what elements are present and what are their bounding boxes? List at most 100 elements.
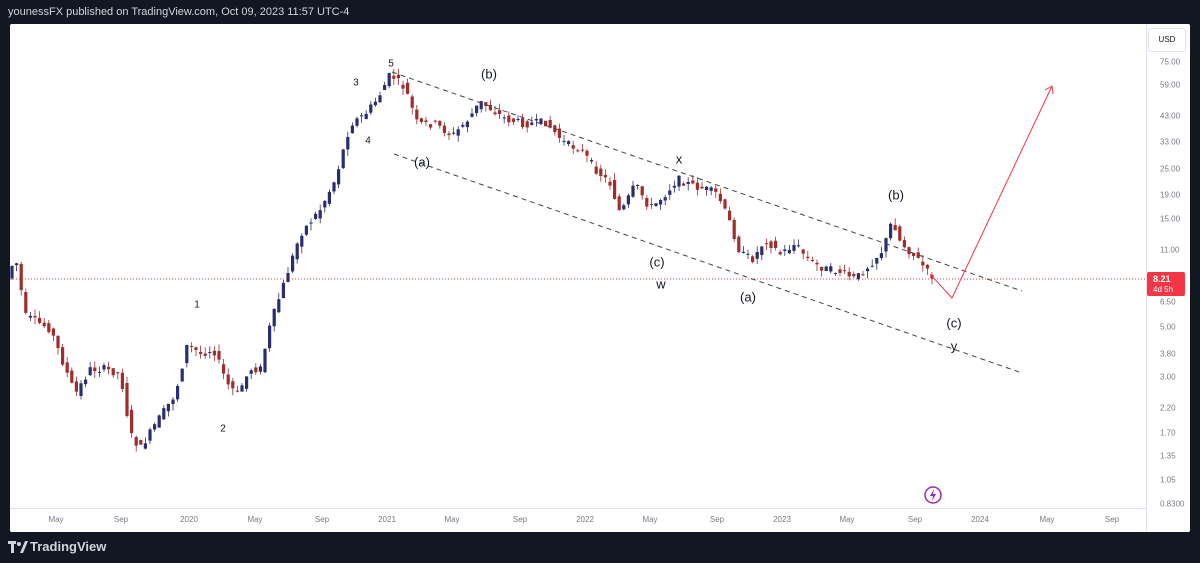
candle-body (686, 181, 690, 184)
x-tick: 2021 (378, 515, 396, 524)
bar-countdown: 4d 5h (1153, 285, 1174, 294)
wave-label-3: 3 (353, 77, 359, 89)
candle-body (392, 75, 396, 79)
x-tick: May (444, 515, 460, 524)
candle-body (42, 322, 46, 327)
candle-body (801, 249, 805, 254)
candle-body (879, 253, 883, 259)
candle-body (820, 266, 824, 271)
candle-body (530, 122, 534, 125)
candle-body (838, 269, 842, 273)
y-tick: 1.70 (1160, 428, 1176, 438)
wave-label-b2: (b) (888, 187, 904, 203)
candle-body (79, 383, 83, 396)
candle-body (525, 121, 529, 128)
candle-body (212, 350, 216, 356)
candle-body (419, 118, 423, 122)
candle-body (153, 424, 157, 430)
candle-body (65, 362, 69, 373)
candle-body (10, 266, 14, 279)
candle-body (907, 247, 911, 255)
candle-body (461, 124, 465, 127)
candle-body (309, 222, 313, 224)
candle-body (640, 186, 644, 196)
candle-body (33, 316, 37, 318)
candle-body (364, 113, 368, 120)
candle-body (231, 381, 235, 389)
x-tick: 2020 (180, 515, 198, 524)
candle-body (870, 265, 874, 267)
candle-body (116, 372, 120, 374)
x-tick: 2024 (971, 515, 989, 524)
candle-body (760, 246, 764, 256)
y-tick: 59.00 (1160, 80, 1181, 90)
candle-body (263, 348, 267, 373)
candle-body (396, 74, 400, 79)
candle-body (424, 120, 428, 123)
candle-body (599, 168, 603, 177)
candle-body (88, 367, 92, 376)
candle-body (576, 150, 580, 152)
candle-body (286, 273, 290, 283)
candle-body (291, 255, 295, 272)
candle-body (567, 141, 571, 145)
candle-body (718, 193, 722, 202)
candle-body (61, 347, 65, 365)
chart-panel[interactable]: 1 2 3 4 5 (a) (b) (c) w x (a) (b) (c) y … (10, 24, 1190, 532)
candle-body (350, 125, 354, 134)
candle-body (268, 325, 272, 349)
candle-body (774, 240, 778, 248)
candle-body (815, 262, 819, 265)
candle-body (659, 200, 663, 205)
candle-body (24, 292, 28, 313)
lower-channel-line (393, 153, 1023, 374)
last-price-tag: 8.21 4d 5h (1147, 272, 1185, 296)
candle-body (580, 149, 584, 151)
candle-body (728, 210, 732, 221)
candle-body (447, 133, 451, 135)
candle-body (866, 268, 870, 272)
candle-body (893, 225, 897, 231)
candle-body (778, 252, 782, 255)
candle-body (125, 383, 129, 416)
projection-path (929, 85, 1053, 299)
candle-body (346, 136, 350, 150)
candle-body (70, 370, 74, 383)
currency-button[interactable]: USD (1148, 28, 1186, 52)
candle-body (843, 270, 847, 272)
candle-body (654, 203, 658, 206)
candle-body (433, 120, 437, 122)
candle-body (272, 308, 276, 327)
candle-body (456, 129, 460, 136)
candle-body (107, 366, 111, 370)
candle-body (672, 185, 676, 188)
wave-label-5: 5 (388, 58, 394, 70)
candle-body (732, 219, 736, 239)
brand-name[interactable]: TradingView (30, 539, 107, 554)
y-tick: 3.80 (1160, 349, 1176, 359)
candle-body (102, 365, 106, 370)
flash-icon[interactable] (924, 486, 942, 504)
price-plot[interactable] (10, 24, 1146, 508)
candle-body (792, 244, 796, 251)
candle-body (769, 241, 773, 249)
candle-body (97, 371, 101, 373)
time-axis[interactable]: May Sep 2020 May Sep 2021 May Sep 2022 M… (10, 508, 1146, 532)
wave-label-w: w (656, 276, 666, 292)
x-tick: Sep (709, 515, 725, 524)
x-tick: Sep (1104, 515, 1120, 524)
candle-body (709, 187, 713, 191)
candle-body (631, 185, 635, 197)
wave-label-a2: (a) (740, 289, 756, 305)
candle-body (741, 251, 745, 253)
candle-body (176, 385, 180, 400)
wave-label-a1: (a) (414, 154, 430, 170)
candle-body (916, 252, 920, 258)
candle-body (751, 256, 755, 263)
x-tick: Sep (907, 515, 923, 524)
candle-body (824, 266, 828, 272)
candle-body (875, 258, 879, 264)
candle-body (746, 253, 750, 255)
candle-body (304, 225, 308, 235)
tradingview-logo-icon[interactable] (8, 541, 28, 553)
